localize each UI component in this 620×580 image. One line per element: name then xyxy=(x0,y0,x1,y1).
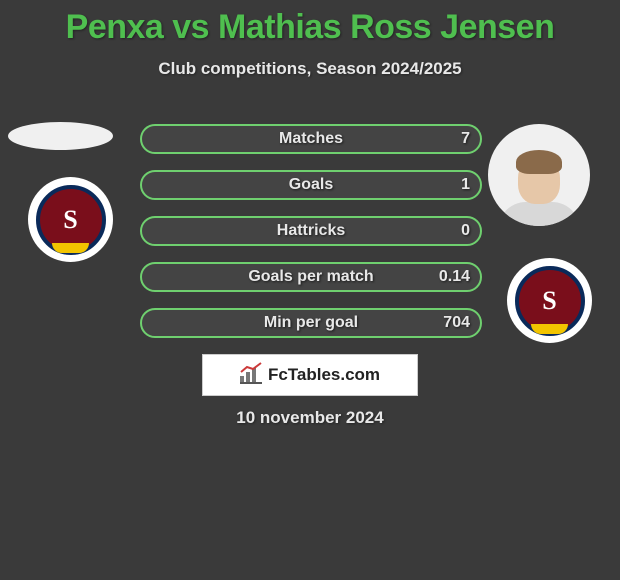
sparta-logo-icon: S xyxy=(515,266,585,336)
player-left-club-badge: S xyxy=(28,177,113,262)
stat-value-right: 704 xyxy=(443,314,470,332)
stat-bar: Matches 7 xyxy=(140,124,482,154)
bar-chart-icon xyxy=(240,366,262,384)
stat-label: Goals per match xyxy=(248,268,373,286)
brand-box[interactable]: FcTables.com xyxy=(202,354,418,396)
stat-value-right: 1 xyxy=(461,176,470,194)
snapshot-date: 10 november 2024 xyxy=(0,408,620,428)
stat-bar: Goals per match 0.14 xyxy=(140,262,482,292)
player-left-avatar xyxy=(8,122,113,150)
stat-value-right: 7 xyxy=(461,130,470,148)
stat-bar: Min per goal 704 xyxy=(140,308,482,338)
subtitle: Club competitions, Season 2024/2025 xyxy=(0,59,620,79)
stat-bars: Matches 7 Goals 1 Hattricks 0 Goals per … xyxy=(140,124,482,354)
sparta-s-letter: S xyxy=(63,205,77,235)
stat-bar: Hattricks 0 xyxy=(140,216,482,246)
brand-name: FcTables.com xyxy=(268,365,380,385)
stat-label: Hattricks xyxy=(277,222,345,240)
sparta-logo-icon: S xyxy=(36,185,106,255)
sparta-s-letter: S xyxy=(542,286,556,316)
player-right-avatar xyxy=(488,124,590,226)
stat-label: Min per goal xyxy=(264,314,358,332)
stat-bar: Goals 1 xyxy=(140,170,482,200)
stat-label: Goals xyxy=(289,176,333,194)
stat-value-right: 0.14 xyxy=(439,268,470,286)
player-right-club-badge: S xyxy=(507,258,592,343)
stat-label: Matches xyxy=(279,130,343,148)
stat-value-right: 0 xyxy=(461,222,470,240)
page-title: Penxa vs Mathias Ross Jensen xyxy=(0,0,620,47)
